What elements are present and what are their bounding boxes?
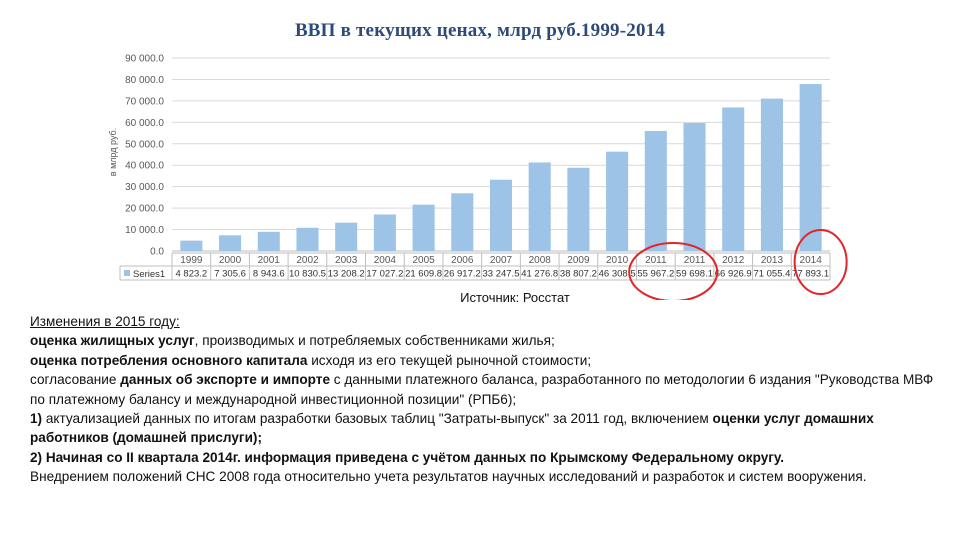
table-value: 66 926.9	[715, 269, 752, 280]
bar	[412, 204, 435, 251]
table-value: 38 807.2	[560, 269, 597, 280]
bar	[528, 162, 551, 251]
table-value: 8 943.6	[253, 269, 285, 280]
notes-heading: Изменения в 2015 году:	[30, 314, 180, 329]
y-axis-ticks: 0.0 10 000.0 20 000.0 30 000.0 40 000.0 50 00…	[125, 54, 164, 258]
source-note: Источник: Росстат	[460, 290, 570, 305]
bar	[335, 222, 358, 251]
y-tick-label: 70 000.0	[125, 96, 164, 107]
data-table: Series1 4 823.2 7 305.6 8 943.6 10 830.5 13 2…	[119, 252, 831, 281]
highlight-circle-2011	[628, 242, 719, 300]
bar	[760, 98, 783, 251]
table-value: 55 967.2	[637, 269, 674, 280]
y-tick-label: 80 000.0	[125, 75, 164, 86]
legend-series-name: Series1	[133, 269, 165, 280]
table-value: 4 823.2	[176, 269, 208, 280]
chart-title: ВВП в текущих ценах, млрд руб.1999-2014	[294, 20, 666, 41]
y-tick-label: 90 000.0	[125, 54, 164, 65]
note-3-text: с данными платежного баланса, разработан…	[30, 372, 934, 407]
bar	[296, 227, 319, 251]
y-axis-label: в млрд руб.	[108, 128, 118, 176]
x-tick-label: 2010	[606, 255, 629, 266]
highlight-circles	[628, 229, 848, 300]
bar	[180, 240, 203, 251]
table-value: 10 830.5	[289, 269, 326, 280]
y-tick-label: 30 000.0	[125, 182, 164, 193]
note-3-bold: данных об экспорте и импорте	[120, 372, 331, 388]
table-value: 17 027.2	[366, 269, 403, 280]
note-6-text: Внедрением положений СНС 2008 года относ…	[30, 469, 867, 485]
note-4-number: 1)	[30, 411, 43, 427]
table-value: 26 917.2	[444, 269, 481, 280]
y-tick-label: 60 000.0	[125, 118, 164, 129]
bar	[257, 231, 280, 251]
y-tick-label: 10 000.0	[125, 225, 164, 236]
gdp-bar-chart: 0.0 10 000.0 20 000.0 30 000.0 40 000.0 50 00…	[108, 54, 848, 300]
table-value: 77 893.1	[792, 269, 829, 280]
x-tick-label: 2000	[219, 255, 242, 266]
note-1-text: , производимых и потребляемых собственни…	[194, 333, 555, 349]
y-tick-label: 20 000.0	[125, 204, 164, 215]
bar	[567, 167, 590, 251]
notes-block: Изменения в 2015 году: оценка жилищных у…	[30, 312, 945, 487]
legend-key	[124, 270, 130, 276]
bar	[799, 83, 822, 251]
x-tick-label: 2004	[374, 255, 397, 266]
bar	[373, 214, 396, 251]
note-1-bold: оценка жилищных услуг	[30, 333, 195, 349]
y-tick-label: 40 000.0	[125, 161, 164, 172]
x-tick-label: 2014	[800, 255, 823, 266]
table-value: 21 609.8	[405, 269, 442, 280]
x-tick-label: 2001	[258, 255, 281, 266]
table-value: 46 308.5	[599, 269, 636, 280]
table-value: 33 247.5	[483, 269, 520, 280]
bar	[451, 193, 474, 251]
x-tick-label: 2011	[684, 255, 706, 266]
note-4-bold: оценки услуг домашних работников (домашн…	[30, 411, 874, 446]
table-value: 13 208.2	[328, 269, 365, 280]
x-tick-label: 2013	[761, 255, 784, 266]
x-tick-label: 2009	[567, 255, 590, 266]
y-tick-label: 50 000.0	[125, 139, 164, 150]
x-tick-label: 2006	[451, 255, 474, 266]
x-tick-label: 1999	[180, 255, 203, 266]
x-axis-labels: 1999 2000 2001 2002 2003 2004 2005 2006 2007 2008…	[180, 255, 822, 266]
note-2-bold: оценка потребления основного капитала	[30, 352, 308, 368]
x-tick-label: 2003	[335, 255, 358, 266]
x-tick-label: 2005	[412, 255, 435, 266]
y-tick-label: 0.0	[150, 247, 164, 258]
x-tick-label: 2012	[722, 255, 745, 266]
x-tick-label: 2008	[529, 255, 552, 266]
x-tick-label: 2011	[645, 255, 667, 266]
bar	[219, 235, 242, 251]
table-value: 41 276.8	[521, 269, 558, 280]
bar	[722, 107, 745, 252]
note-2-text: исходя из его текущей рыночной стоимости…	[307, 352, 592, 368]
table-value: 7 305.6	[214, 269, 246, 280]
bars	[180, 83, 822, 252]
table-value: 71 055.4	[753, 269, 790, 280]
x-tick-label: 2007	[490, 255, 513, 266]
table-value: 59 698.1	[676, 269, 713, 280]
bar	[606, 151, 629, 251]
bar	[683, 122, 706, 251]
bar	[644, 130, 667, 251]
note-5-bold: 2) Начиная со II квартала 2014г. информа…	[30, 449, 785, 465]
note-3-prefix: согласование	[30, 372, 121, 388]
highlight-circle-2014	[793, 229, 848, 295]
note-4-text: актуализацией данных по итогам разработк…	[42, 411, 713, 427]
bar	[489, 179, 513, 251]
x-tick-label: 2002	[296, 255, 319, 266]
